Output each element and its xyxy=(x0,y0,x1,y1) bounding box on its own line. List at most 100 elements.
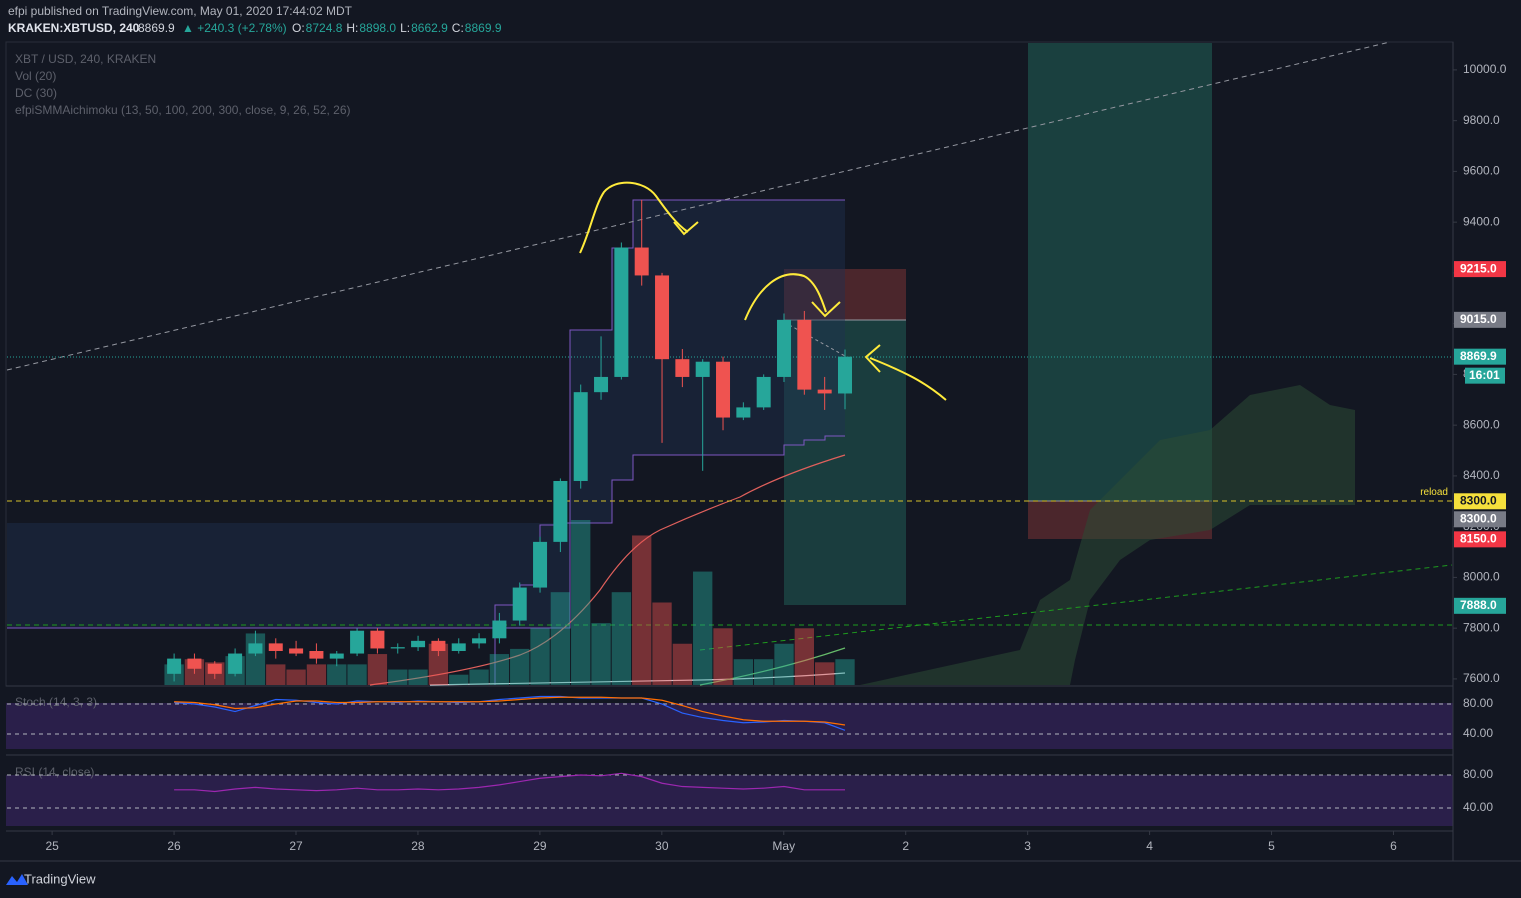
y-tick-label: 7600.0 xyxy=(1463,671,1500,685)
candle-body xyxy=(777,319,792,377)
candle-body xyxy=(695,361,710,377)
price-label-bg xyxy=(1454,493,1506,510)
y-tick-label: 10000.0 xyxy=(1463,62,1507,76)
footer-brand: TradingView xyxy=(24,871,96,886)
volume-bar xyxy=(611,592,632,685)
candle-body xyxy=(451,643,466,651)
x-tick-label: May xyxy=(772,839,795,853)
volume-bar xyxy=(327,664,347,685)
x-tick-label: 2 xyxy=(902,839,909,853)
candle-body xyxy=(573,392,588,481)
candle-body xyxy=(248,643,263,654)
y-tick-label: 80.00 xyxy=(1463,696,1493,710)
candle-body xyxy=(797,319,812,390)
freehand-arrow xyxy=(869,357,947,401)
stoch-band xyxy=(6,703,1453,749)
volume-bar xyxy=(408,669,428,685)
volume-bar xyxy=(489,654,510,685)
smma-line xyxy=(369,454,846,686)
drawings xyxy=(6,41,1453,686)
reload-note: reload xyxy=(1420,487,1448,498)
volume-bar xyxy=(672,643,693,685)
ohlc-value: 8898.0 xyxy=(359,21,396,35)
trend-line xyxy=(6,41,1391,371)
candle-body xyxy=(268,643,283,651)
last-price: 8869.9 xyxy=(138,21,175,35)
candle-body xyxy=(655,275,670,360)
volume-bar xyxy=(469,669,489,685)
candle-body xyxy=(309,650,324,659)
price-label: 8150.0 xyxy=(1460,532,1497,546)
volume-bar xyxy=(306,664,327,685)
volume-bar xyxy=(815,662,835,685)
candle-body xyxy=(289,648,304,654)
pane-title: Stoch (14, 3, 3) xyxy=(15,695,97,709)
candle-body xyxy=(634,247,649,276)
y-tick-label: 7800.0 xyxy=(1463,620,1500,634)
ohlc-value: 8662.9 xyxy=(411,21,448,35)
legend-item: DC (30) xyxy=(15,86,57,100)
volume-bar xyxy=(347,664,367,685)
candle-body xyxy=(207,663,222,674)
x-tick-label: 27 xyxy=(289,839,303,853)
volume-bar xyxy=(530,628,550,685)
x-tick-label: 29 xyxy=(533,839,547,853)
volume-bar xyxy=(510,648,530,685)
price-label-bg xyxy=(1454,261,1506,278)
candle-body xyxy=(187,658,202,669)
y-tick-label: 8000.0 xyxy=(1463,570,1500,584)
candle-body xyxy=(817,389,832,394)
y-tick-label: 9800.0 xyxy=(1463,113,1500,127)
volume-bar xyxy=(571,520,591,685)
price-label: 8300.0 xyxy=(1460,493,1497,507)
freehand-arrow xyxy=(579,181,689,254)
oscillator-line xyxy=(174,695,846,731)
freehand-arrow xyxy=(744,273,827,321)
price-label: 8869.9 xyxy=(1460,349,1497,363)
candle-body xyxy=(512,587,527,621)
dc-upper xyxy=(7,199,845,629)
volume-bar xyxy=(632,535,652,685)
candle-body xyxy=(411,640,426,648)
volume-bar xyxy=(428,643,449,685)
price-label: 9215.0 xyxy=(1460,261,1497,275)
price-label-bg xyxy=(1454,511,1506,528)
candle-body xyxy=(390,647,405,649)
long-profit-zone xyxy=(1028,43,1212,501)
smma-line xyxy=(429,672,846,686)
y-tick-label: 9400.0 xyxy=(1463,214,1500,228)
change: ▲ +240.3 (+2.78%) xyxy=(182,21,287,35)
arrow-head xyxy=(811,301,841,318)
candle-body xyxy=(329,653,344,659)
x-tick-label: 3 xyxy=(1024,839,1031,853)
x-tick-label: 26 xyxy=(167,839,181,853)
volume-bar xyxy=(733,659,754,685)
x-tick-label: 30 xyxy=(655,839,669,853)
candle-body xyxy=(838,356,852,394)
candle-body xyxy=(533,541,548,588)
volume-bar xyxy=(693,571,713,685)
volume-bar xyxy=(794,628,815,685)
price-label-bg xyxy=(1454,531,1506,548)
volume-bar xyxy=(449,674,469,685)
volume-bar xyxy=(774,643,794,685)
volume-bar xyxy=(550,592,571,685)
x-tick-label: 28 xyxy=(411,839,425,853)
x-tick-label: 4 xyxy=(1146,839,1153,853)
x-tick-label: 5 xyxy=(1268,839,1275,853)
volume-bar xyxy=(591,623,611,685)
x-tick-label: 6 xyxy=(1390,839,1397,853)
price-label: 8300.0 xyxy=(1460,511,1497,525)
legend-item: efpiSMMAichimoku (13, 50, 100, 200, 300,… xyxy=(15,103,351,117)
y-tick-label: 40.00 xyxy=(1463,726,1493,740)
y-tick-label: 9600.0 xyxy=(1463,164,1500,178)
ohlc-value: 8724.8 xyxy=(306,21,343,35)
volume-bar xyxy=(754,659,774,685)
symbol: KRAKEN:XBTUSD, 240 xyxy=(8,21,140,35)
price-label-bg xyxy=(1454,348,1506,365)
y-tick-label: 40.00 xyxy=(1463,800,1493,814)
candle-body xyxy=(431,640,446,651)
arrow-head xyxy=(864,344,881,373)
candle-body xyxy=(594,376,609,393)
y-tick-label: 8400.0 xyxy=(1463,468,1500,482)
